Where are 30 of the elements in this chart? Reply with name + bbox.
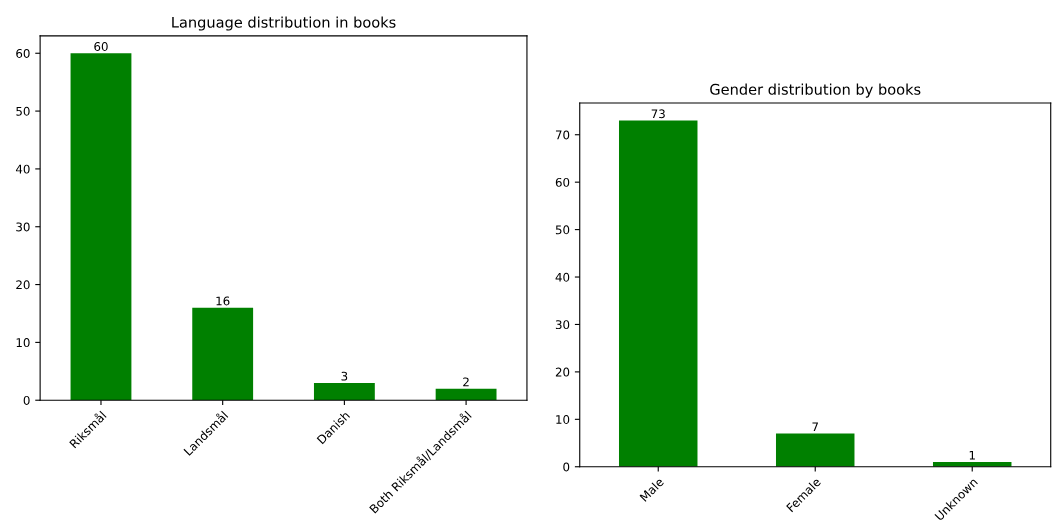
bar	[70, 53, 132, 401]
y-tick-label: 30	[16, 222, 30, 232]
y-tick-label: 70	[555, 130, 570, 140]
bar	[192, 307, 254, 401]
y-tick-label: 0	[563, 462, 570, 472]
y-tick-label: 60	[555, 177, 570, 187]
y-tick-label: 20	[555, 367, 570, 377]
y-tick-label: 40	[15, 164, 30, 174]
bar	[618, 120, 698, 467]
bar	[313, 382, 375, 401]
y-tick-label: 50	[555, 225, 570, 235]
y-tick-label: 50	[16, 106, 30, 116]
data-label: 3	[341, 371, 348, 381]
y-tick-label: 10	[16, 338, 30, 348]
y-tick-label: 20	[16, 280, 30, 290]
data-label: 7	[812, 422, 818, 432]
y-tick-label: 30	[555, 320, 570, 330]
data-label: 2	[463, 377, 469, 387]
bar	[775, 433, 855, 467]
y-tick-label: 40	[555, 272, 570, 282]
y-tick-label: 0	[23, 395, 30, 405]
data-label: 16	[216, 296, 230, 306]
bar	[435, 388, 497, 401]
data-label: 73	[651, 109, 665, 119]
y-tick-label: 10	[556, 415, 570, 424]
data-label: 1	[969, 450, 975, 460]
y-tick-label: 60	[16, 48, 30, 58]
data-label: 60	[94, 42, 108, 51]
chart-title: Gender distribution by books	[710, 83, 921, 98]
chart-title: Language distribution in books	[172, 16, 396, 31]
